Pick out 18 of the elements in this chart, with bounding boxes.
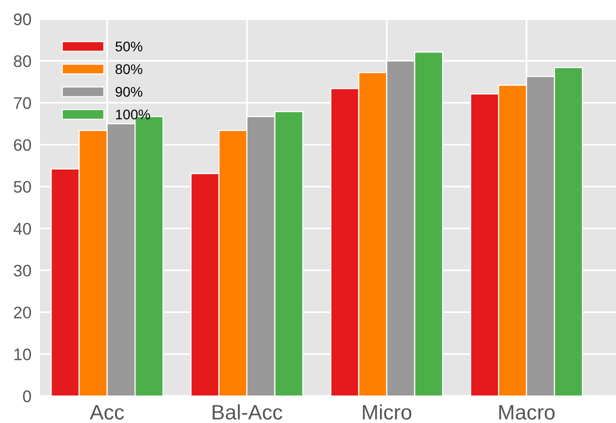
y-tick-label: 50 [14, 180, 32, 193]
legend-label: 80% [116, 64, 142, 74]
y-tick-label: 20 [14, 306, 32, 318]
y-tick-label: 40 [14, 222, 32, 235]
legend-label: 90% [116, 86, 142, 97]
y-tick-label: 10 [14, 348, 32, 360]
y-tick-label: 0 [23, 390, 32, 402]
y-tick-label: 90 [14, 13, 32, 26]
y-tick-label: 60 [14, 139, 32, 151]
x-tick-label: Micro [362, 404, 412, 420]
y-tick-label: 70 [14, 97, 32, 109]
y-tick-label: 30 [14, 264, 32, 277]
legend-label: 50% [116, 42, 142, 52]
x-tick-label: Acc [90, 405, 124, 420]
x-tick-label: Bal-Acc [212, 404, 282, 420]
x-tick-label: Macro [499, 405, 555, 420]
legend-label: 100% [116, 110, 150, 120]
y-tick-label: 80 [14, 55, 32, 68]
